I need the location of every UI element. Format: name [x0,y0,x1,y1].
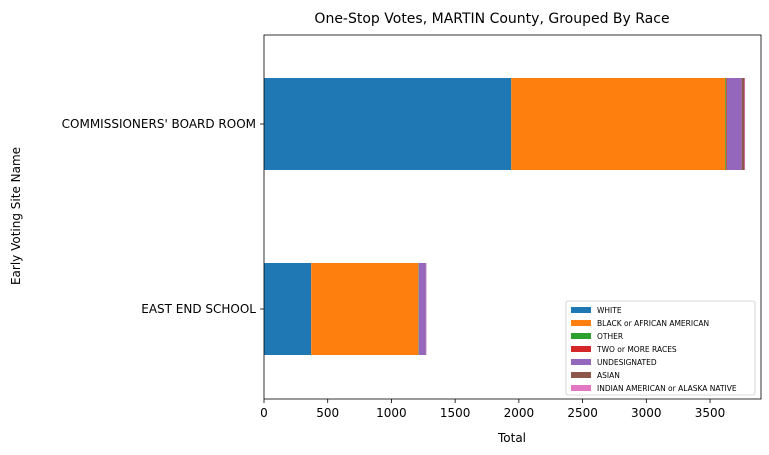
x-tick-label: 2500 [567,406,598,420]
legend-swatch [571,320,591,326]
chart-title: One-Stop Votes, MARTIN County, Grouped B… [314,11,669,27]
legend-swatch [571,333,591,339]
bar-segment [744,78,746,170]
legend-label: UNDESIGNATED [597,358,657,367]
bar-segment [264,78,512,170]
legend-swatch [571,385,591,391]
legend-swatch [571,372,591,378]
legend-swatch [571,359,591,365]
x-axis: 0 500 1000 1500 2000 2500 3000 3500 [260,399,725,420]
legend-box [565,300,756,396]
x-tick-label: 1500 [440,406,471,420]
legend: WHITE BLACK or AFRICAN AMERICAN OTHER TWO o… [565,300,756,396]
bar-segment [726,78,727,170]
x-tick-label: 1000 [376,406,407,420]
plot-area [264,78,746,355]
y-tick-label: EAST END SCHOOL [141,302,256,316]
x-axis-label: Total [497,431,526,445]
bar-segment [418,263,426,355]
legend-label: OTHER [597,332,623,341]
bar-segment [741,78,745,170]
x-tick-label: 0 [260,406,268,420]
x-tick-label: 2000 [504,406,535,420]
legend-label: BLACK or AFRICAN AMERICAN [597,319,709,328]
bar-segment [511,78,726,170]
bar-segment [725,78,727,170]
x-tick-label: 3500 [695,406,726,420]
legend-label: ASIAN [597,371,620,380]
plot-frame [263,34,762,400]
x-tick-label: 3000 [631,406,662,420]
legend-swatch [571,307,591,313]
legend-label: INDIAN AMERICAN or ALASKA NATIVE [597,384,737,393]
y-axis-label: Early Voting Site Name [9,147,23,285]
x-tick-label: 500 [316,406,339,420]
legend-label: WHITE [597,306,622,315]
legend-swatch [571,346,591,352]
y-tick-label: COMMISSIONERS' BOARD ROOM [62,117,256,131]
bar-segment [311,263,419,355]
legend-label: TWO or MORE RACES [596,345,677,354]
y-axis: COMMISSIONERS' BOARD ROOM EAST END SCHOOL [62,117,264,316]
bar-segment [726,78,742,170]
bar-segment [264,263,312,355]
